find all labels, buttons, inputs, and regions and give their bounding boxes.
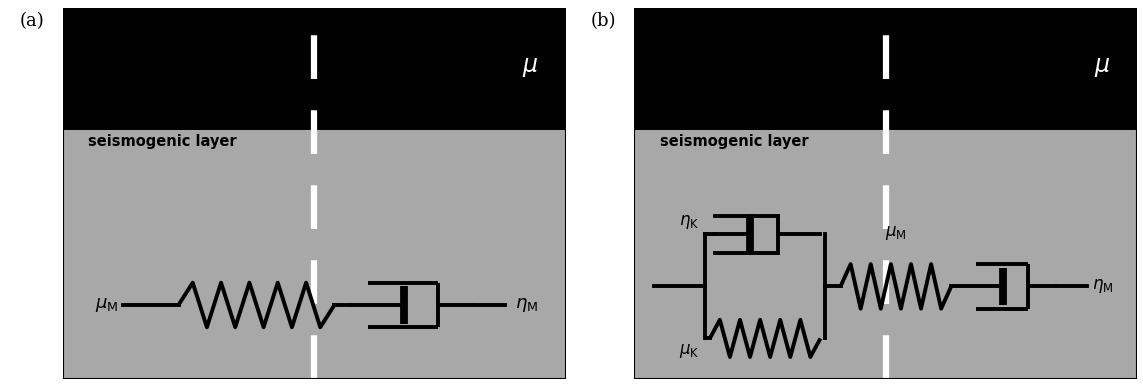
Text: $\eta_\mathrm{M}$: $\eta_\mathrm{M}$: [1092, 277, 1113, 295]
Text: $\mu_\mathrm{M}$: $\mu_\mathrm{M}$: [95, 296, 118, 314]
Text: $\eta_\mathrm{M}$: $\eta_\mathrm{M}$: [515, 296, 538, 314]
Bar: [63, 8, 566, 130]
Text: seismogenic layer: seismogenic layer: [88, 134, 237, 149]
Bar: [63, 130, 566, 379]
Text: $\eta_\mathrm{K}$: $\eta_\mathrm{K}$: [679, 212, 700, 231]
Text: $\mu_\mathrm{M}$: $\mu_\mathrm{M}$: [885, 224, 906, 242]
Text: Burgers viscoelastic sub-: Burgers viscoelastic sub-: [660, 89, 866, 104]
Text: seismogenic layer: seismogenic layer: [660, 134, 808, 149]
Bar: [634, 130, 1137, 379]
Text: (a): (a): [19, 12, 45, 30]
Bar: [634, 8, 1137, 130]
Text: (b): (b): [591, 12, 616, 30]
Text: Maxwell viscoelastic sub-: Maxwell viscoelastic sub-: [88, 89, 297, 104]
Text: $\mu$: $\mu$: [1094, 56, 1110, 79]
Text: $\mu_\mathrm{K}$: $\mu_\mathrm{K}$: [679, 342, 700, 360]
Text: $\mu$: $\mu$: [522, 56, 538, 79]
